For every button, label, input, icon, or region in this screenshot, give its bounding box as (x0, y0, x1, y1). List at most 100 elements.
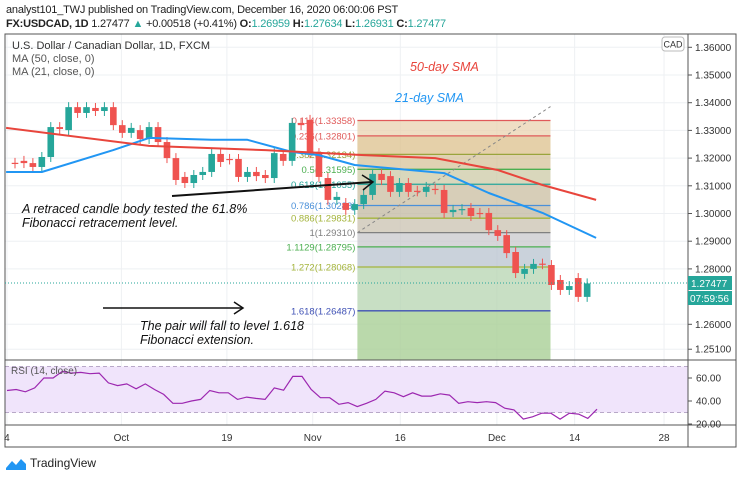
low-label: L: (345, 18, 356, 30)
fib-zone (357, 267, 551, 311)
fib-zone (357, 232, 551, 247)
bearish-candle (217, 153, 224, 162)
currency-badge[interactable]: CAD (661, 36, 685, 52)
bearish-candle (262, 174, 269, 179)
legend: U.S. Dollar / Canadian Dollar, 1D, FXCM … (11, 40, 210, 377)
open-label: O: (239, 18, 252, 30)
bearish-candle (226, 158, 233, 161)
bullish-candle (583, 283, 591, 297)
fib-trend-line (357, 106, 551, 234)
price-tick-label: 1.30000 (695, 209, 732, 220)
low-value: 1.26931 (355, 18, 394, 30)
fib-zone (357, 246, 551, 268)
bearish-candle (476, 212, 484, 215)
time-tick-label: 28 (658, 433, 670, 444)
legend-rsi[interactable]: RSI (14, close) (11, 366, 77, 377)
bullish-candle (458, 209, 466, 211)
price-tick-label: 1.36000 (695, 43, 732, 54)
retrace-arrow (171, 181, 373, 197)
bearish-candle (512, 252, 519, 274)
bullish-candle (360, 194, 367, 205)
symbol[interactable]: FX:USDCAD, 1D (6, 18, 89, 30)
fib-level-label: 0.114(1.33358) (292, 116, 356, 127)
bullish-candle (47, 127, 55, 157)
fib-level-label: 0.5(1.31595) (302, 165, 356, 176)
bullish-candle (422, 186, 430, 192)
fall-note-line2: Fibonacci extension. (140, 333, 254, 347)
axes: 1.36000 1.35000 1.34000 1.33000 1.32000 1.310… (4, 33, 737, 448)
time-tick-label: 14 (569, 433, 581, 444)
bullish-candle (288, 122, 296, 161)
legend-title: U.S. Dollar / Canadian Dollar, 1D, FXCM (12, 40, 210, 52)
bearish-candle (315, 153, 323, 177)
fib-zone (357, 310, 551, 360)
bullish-candle (244, 171, 251, 177)
bearish-candle (172, 158, 180, 180)
time-tick-label: 4 (4, 433, 10, 444)
price-tick-label: 1.29000 (695, 237, 732, 248)
bullish-candle (208, 153, 215, 172)
bearish-candle (29, 163, 37, 167)
price-tick-label: 1.35000 (695, 71, 732, 82)
bearish-candle (387, 176, 394, 192)
price-tick-label: 1.33000 (695, 126, 732, 137)
high-label: H: (292, 18, 304, 30)
bar-countdown: 07:59:56 (690, 294, 729, 305)
bullish-candle (190, 174, 198, 184)
fib-level-label: 0.886(1.29831) (291, 214, 355, 225)
fib-level-label: 0.236(1.32801) (291, 131, 355, 142)
sma21-annotation: 21-day SMA (394, 91, 464, 105)
fib-zone (357, 135, 551, 155)
bearish-candle (154, 127, 162, 143)
time-tick-label: 16 (395, 433, 407, 444)
bearish-candle (405, 183, 412, 192)
sma50-annotation: 50-day SMA (410, 60, 479, 74)
close-value: 1.27477 (407, 18, 447, 30)
time-tick-label: Nov (304, 433, 322, 444)
legend-ma50[interactable]: MA (50, close, 0) (12, 53, 95, 65)
bearish-candle (467, 207, 475, 216)
bearish-candle (557, 279, 564, 290)
legend-ma21[interactable]: MA (21, close, 0) (12, 66, 95, 78)
bearish-candle (253, 171, 260, 177)
ma50-line (5, 126, 597, 201)
rsi-line (6, 370, 598, 420)
bearish-candle (548, 265, 555, 285)
bullish-candle (65, 107, 72, 131)
price-tick-label: 1.32000 (695, 154, 732, 165)
fib-level-label: 1.272(1.28068) (291, 263, 355, 274)
bullish-candle (101, 107, 108, 112)
time-tick-label: 19 (221, 433, 233, 444)
open-value: 1.26959 (251, 18, 290, 30)
time-tick-label: Oct (114, 433, 130, 444)
last-price: 1.27477 (91, 18, 130, 30)
bullish-candle (333, 196, 341, 200)
bearish-candle (118, 125, 126, 133)
bullish-candle (127, 127, 135, 133)
time-tick-label: Dec (488, 433, 506, 444)
last-price-label: 1.27477 (691, 279, 728, 290)
price-change: +0.00518 (+0.41%) (146, 18, 237, 30)
bullish-candle (449, 209, 457, 213)
bullish-candle (369, 173, 376, 195)
rsi-tick-label: 40.00 (696, 397, 721, 408)
up-triangle-icon: ▲ (132, 18, 144, 30)
bearish-candle (342, 202, 350, 210)
tradingview-logo[interactable]: TradingView (6, 456, 96, 470)
price-tick-label: 1.26000 (695, 320, 732, 331)
last-price-tag: 1.27477 07:59:56 (5, 276, 732, 305)
bearish-candle (181, 176, 189, 184)
bullish-candle (396, 183, 403, 192)
bullish-candle (145, 127, 153, 139)
bearish-candle (324, 178, 332, 200)
tradingview-brand: TradingView (30, 456, 97, 470)
rsi-pane (5, 366, 688, 420)
bearish-candle (20, 160, 28, 164)
bearish-candle (163, 142, 171, 159)
rsi-band (5, 366, 688, 413)
bearish-candle (440, 189, 448, 213)
bearish-candle (485, 212, 493, 231)
bearish-candle (414, 190, 421, 192)
price-tick-label: 1.25100 (695, 345, 732, 356)
